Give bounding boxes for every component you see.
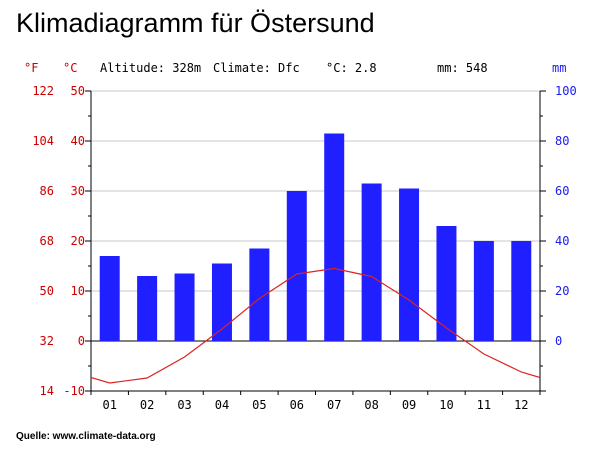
precip-bar <box>511 241 532 341</box>
month-label: 06 <box>290 398 304 412</box>
celsius-tick-label: 30 <box>71 184 85 198</box>
mm-tick-label: 20 <box>555 284 569 298</box>
month-label: 10 <box>439 398 453 412</box>
precip-bar <box>324 133 345 341</box>
mm-tick-label: 100 <box>555 84 577 98</box>
fahrenheit-tick-label: 68 <box>40 234 54 248</box>
axes <box>85 90 546 395</box>
month-label: 09 <box>402 398 416 412</box>
month-label: 11 <box>477 398 491 412</box>
precip-bar <box>473 241 494 341</box>
total-precip-label: mm: 548 <box>437 61 488 75</box>
altitude-label: Altitude: 328m <box>100 61 201 75</box>
temperature-line <box>91 267 540 384</box>
chart-title: Klimadiagramm für Östersund <box>16 8 375 38</box>
fahrenheit-tick-label: 104 <box>32 134 54 148</box>
month-label: 07 <box>327 398 341 412</box>
month-label: 02 <box>140 398 154 412</box>
precip-bar <box>436 226 457 341</box>
fahrenheit-tick-label: 14 <box>40 384 54 398</box>
fahrenheit-tick-label: 50 <box>40 284 54 298</box>
month-label: 05 <box>252 398 266 412</box>
mm-tick-label: 0 <box>555 334 562 348</box>
mm-tick-label: 60 <box>555 184 569 198</box>
month-label: 12 <box>514 398 528 412</box>
temperature-line-layer <box>91 267 540 384</box>
fahrenheit-tick-label: 86 <box>40 184 54 198</box>
fahrenheit-tick-label: 32 <box>40 334 54 348</box>
climate-label: Climate: Dfc <box>213 61 300 75</box>
precip-bar <box>174 273 195 341</box>
celsius-tick-label: 40 <box>71 134 85 148</box>
celsius-tick-label: 10 <box>71 284 85 298</box>
celsius-tick-label: 20 <box>71 234 85 248</box>
avg-temp-label: °C: 2.8 <box>326 61 377 75</box>
celsius-tick-label: -10 <box>63 384 85 398</box>
celsius-tick-label: 0 <box>78 334 85 348</box>
precip-bar <box>211 263 232 341</box>
precip-bar <box>137 276 158 341</box>
precip-bar <box>249 248 270 341</box>
mm-tick-label: 80 <box>555 134 569 148</box>
month-label: 01 <box>102 398 116 412</box>
precip-bar <box>286 191 307 341</box>
source-label: Quelle: www.climate-data.org <box>16 431 156 442</box>
month-label: 08 <box>364 398 378 412</box>
fahrenheit-unit-label: °F <box>24 61 38 75</box>
precip-bar <box>99 256 120 341</box>
precipitation-bars <box>99 133 532 341</box>
month-label: 04 <box>215 398 229 412</box>
mm-unit-label: mm <box>552 61 566 75</box>
fahrenheit-tick-label: 122 <box>32 84 54 98</box>
celsius-tick-label: 50 <box>71 84 85 98</box>
month-label: 03 <box>177 398 191 412</box>
precip-bar <box>399 188 420 341</box>
celsius-unit-label: °C <box>63 61 77 75</box>
precip-bar <box>361 183 382 341</box>
mm-tick-label: 40 <box>555 234 569 248</box>
